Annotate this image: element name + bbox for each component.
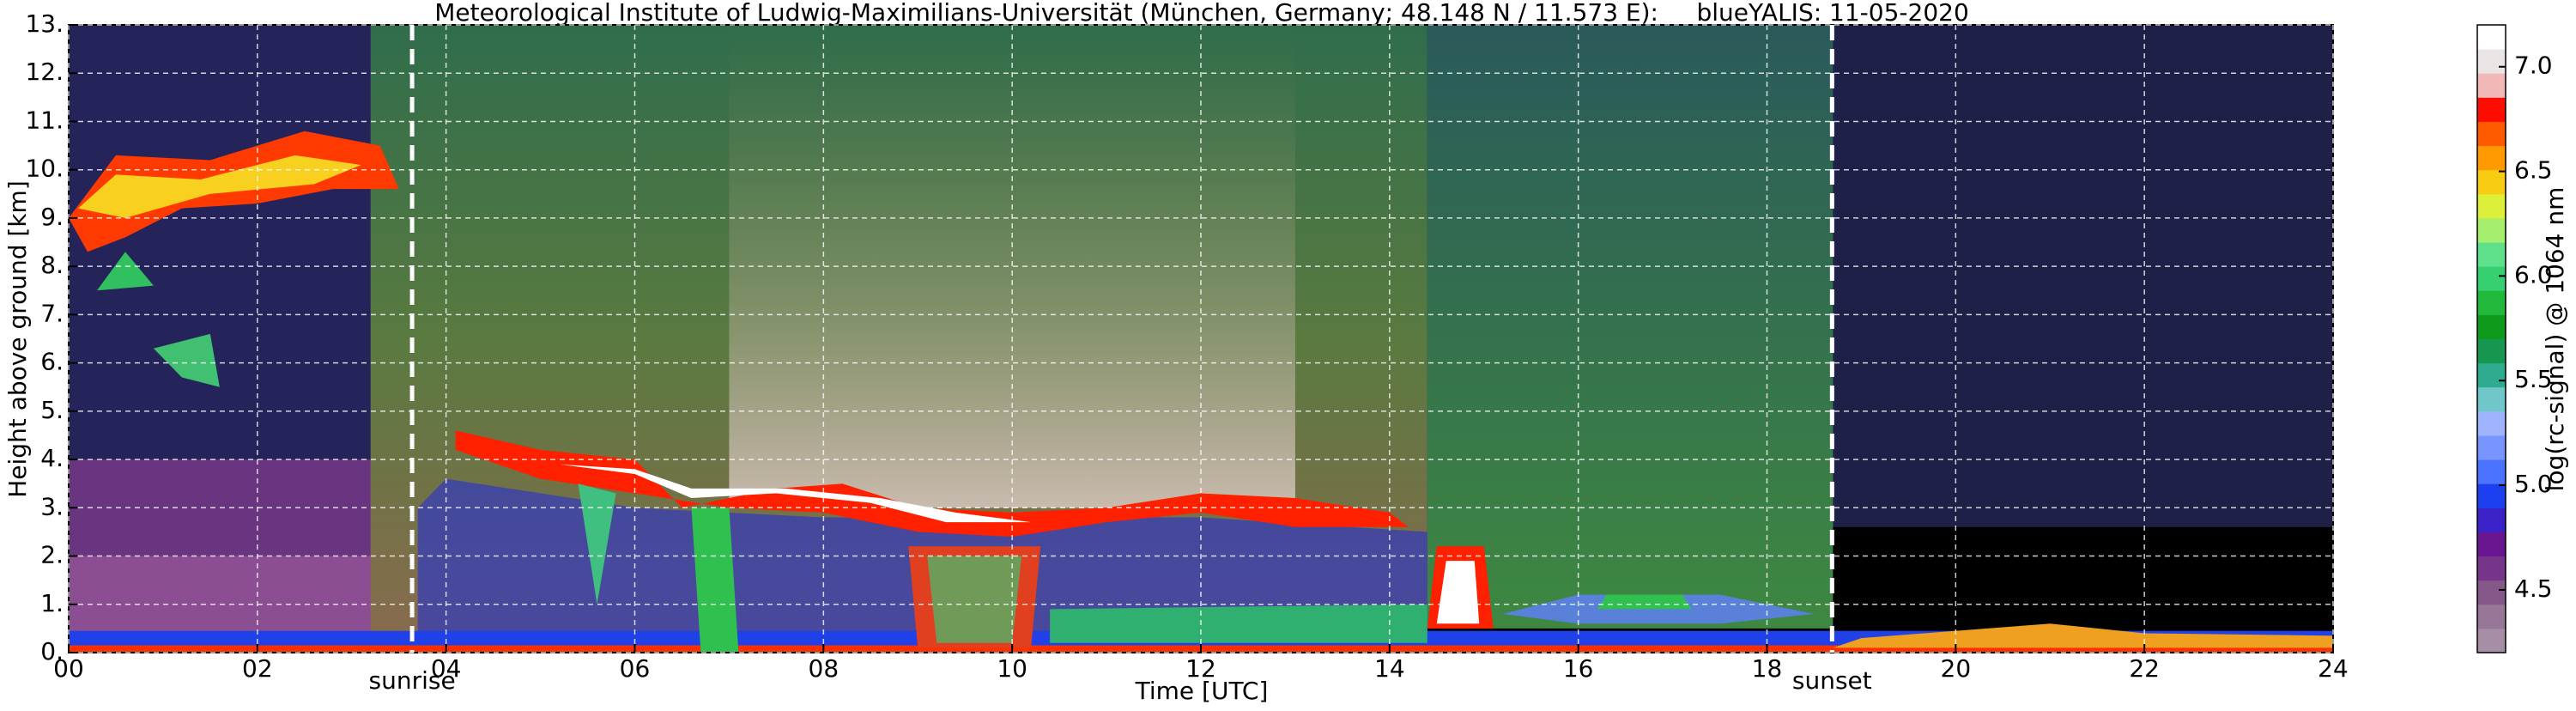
colorbar-swatch <box>2477 145 2506 171</box>
colorbar-tick-label: 6.0 <box>2514 260 2553 289</box>
x-tick-label: 06 <box>620 654 651 683</box>
colorbar-swatch <box>2477 290 2506 315</box>
y-tick-label: 13. <box>25 9 64 38</box>
colorbar-swatch <box>2477 73 2506 98</box>
colorbar-swatch <box>2477 386 2506 412</box>
colorbar-swatch <box>2477 604 2506 629</box>
colorbar-swatch <box>2477 507 2506 532</box>
annotation-label: sunset <box>1792 666 1872 695</box>
colorbar-swatch <box>2477 25 2506 50</box>
y-tick-label: 9. <box>40 203 64 231</box>
colorbar-swatch <box>2477 49 2506 74</box>
x-tick-label: 12 <box>1185 654 1216 683</box>
y-tick-label: 0. <box>40 637 64 665</box>
colorbar-swatch <box>2477 338 2506 364</box>
x-tick-label: 20 <box>1941 654 1972 683</box>
colorbar-swatch <box>2477 459 2506 484</box>
x-tick-label: 04 <box>431 654 462 683</box>
x-tick-label: 02 <box>242 654 273 683</box>
y-tick-label: 4. <box>40 444 64 472</box>
colorbar-tick-label: 4.5 <box>2514 574 2553 603</box>
colorbar-swatch <box>2477 410 2506 436</box>
y-tick-label: 12. <box>25 58 64 86</box>
colorbar-tick-label: 5.0 <box>2514 470 2553 498</box>
x-tick-label: 16 <box>1563 654 1594 683</box>
y-tick-label: 10. <box>25 155 64 183</box>
x-tick-label: 00 <box>53 654 84 683</box>
y-tick-label: 8. <box>40 251 64 279</box>
colorbar-swatch <box>2477 266 2506 291</box>
colorbar-swatch <box>2477 556 2506 581</box>
y-tick-label: 5. <box>40 396 64 424</box>
colorbar-swatch <box>2477 193 2506 219</box>
y-tick-label: 2. <box>40 541 64 569</box>
x-tick-label: 18 <box>1752 654 1783 683</box>
x-axis-label: Time [UTC] <box>1135 677 1269 705</box>
y-tick-label: 11. <box>25 106 64 134</box>
x-tick-label: 14 <box>1374 654 1405 683</box>
colorbar-tick-label: 7.0 <box>2514 52 2553 80</box>
y-axis-label: Height above ground [km] <box>3 180 32 498</box>
x-tick-label: 22 <box>2129 654 2160 683</box>
colorbar-swatch <box>2477 314 2506 339</box>
colorbar-swatch <box>2477 532 2506 557</box>
colorbar-swatch <box>2477 97 2506 122</box>
colorbar-swatch <box>2477 217 2506 243</box>
colorbar-tick-label: 5.5 <box>2514 365 2553 393</box>
colorbar-swatch <box>2477 434 2506 460</box>
colorbar-swatch <box>2477 483 2506 508</box>
x-tick-label: 10 <box>997 654 1027 683</box>
x-tick-label: 24 <box>2318 654 2349 683</box>
colorbar-swatch <box>2477 169 2506 195</box>
colorbar-swatch <box>2477 580 2506 605</box>
colorbar-swatch <box>2477 242 2506 267</box>
y-tick-label: 6. <box>40 348 64 376</box>
x-tick-label: 08 <box>809 654 839 683</box>
colorbar-frame <box>2476 24 2506 653</box>
colorbar-label: log(rc-signal) @ 1064 nm <box>2541 187 2569 492</box>
colorbar-tick-label: 6.5 <box>2514 156 2553 185</box>
y-tick-label: 3. <box>40 492 64 520</box>
colorbar-swatch <box>2477 362 2506 388</box>
y-tick-label: 7. <box>40 299 64 327</box>
annotation-label: sunrise <box>369 666 456 695</box>
colorbar-swatch <box>2477 628 2506 653</box>
y-tick-label: 1. <box>40 589 64 617</box>
chart-title: Meteorological Institute of Ludwig-Maxim… <box>434 0 1969 27</box>
colorbar-swatch <box>2477 121 2506 147</box>
